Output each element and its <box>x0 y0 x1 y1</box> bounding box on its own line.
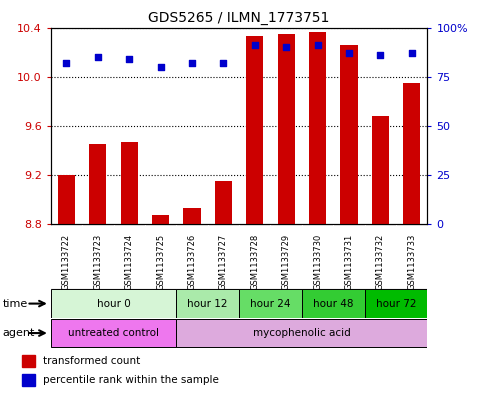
Text: GSM1133731: GSM1133731 <box>344 234 354 290</box>
Text: GSM1133723: GSM1133723 <box>93 234 102 290</box>
Point <box>126 56 133 62</box>
Bar <box>51 319 176 347</box>
Bar <box>246 36 263 224</box>
Bar <box>152 215 169 224</box>
Text: percentile rank within the sample: percentile rank within the sample <box>43 375 218 385</box>
Bar <box>176 319 427 347</box>
Text: untreated control: untreated control <box>68 328 159 338</box>
Point <box>63 60 71 66</box>
Text: mycophenolic acid: mycophenolic acid <box>253 328 351 338</box>
Text: hour 12: hour 12 <box>187 299 228 309</box>
Point <box>156 64 164 70</box>
Bar <box>302 289 365 318</box>
Point <box>408 50 415 56</box>
Text: GSM1133726: GSM1133726 <box>187 234 197 290</box>
Text: GSM1133724: GSM1133724 <box>125 234 134 290</box>
Bar <box>372 116 389 224</box>
Title: GDS5265 / ILMN_1773751: GDS5265 / ILMN_1773751 <box>148 11 330 25</box>
Text: GSM1133725: GSM1133725 <box>156 234 165 290</box>
Text: GSM1133732: GSM1133732 <box>376 234 385 290</box>
Point <box>219 60 227 66</box>
Text: GSM1133727: GSM1133727 <box>219 234 228 290</box>
Text: hour 0: hour 0 <box>97 299 130 309</box>
Bar <box>22 374 35 386</box>
Bar <box>403 83 420 224</box>
Point <box>282 44 290 50</box>
Text: GSM1133722: GSM1133722 <box>62 234 71 290</box>
Bar <box>121 142 138 224</box>
Bar <box>184 208 200 224</box>
Text: GSM1133728: GSM1133728 <box>250 234 259 290</box>
Point <box>345 50 353 56</box>
Bar <box>365 289 427 318</box>
Point <box>377 52 384 58</box>
Bar <box>341 45 357 224</box>
Bar <box>309 33 326 224</box>
Bar <box>176 289 239 318</box>
Point <box>314 42 322 48</box>
Bar <box>239 289 302 318</box>
Point <box>188 60 196 66</box>
Bar <box>215 181 232 224</box>
Bar <box>51 289 176 318</box>
Text: hour 24: hour 24 <box>250 299 291 309</box>
Bar <box>22 354 35 367</box>
Text: hour 72: hour 72 <box>376 299 416 309</box>
Point <box>94 54 101 60</box>
Text: GSM1133733: GSM1133733 <box>407 234 416 290</box>
Bar <box>278 34 295 224</box>
Text: GSM1133729: GSM1133729 <box>282 234 291 290</box>
Text: time: time <box>2 299 28 309</box>
Bar <box>89 144 106 224</box>
Text: transformed count: transformed count <box>43 356 140 366</box>
Text: agent: agent <box>2 328 35 338</box>
Point <box>251 42 259 48</box>
Bar <box>58 175 75 224</box>
Text: GSM1133730: GSM1133730 <box>313 234 322 290</box>
Text: hour 48: hour 48 <box>313 299 354 309</box>
